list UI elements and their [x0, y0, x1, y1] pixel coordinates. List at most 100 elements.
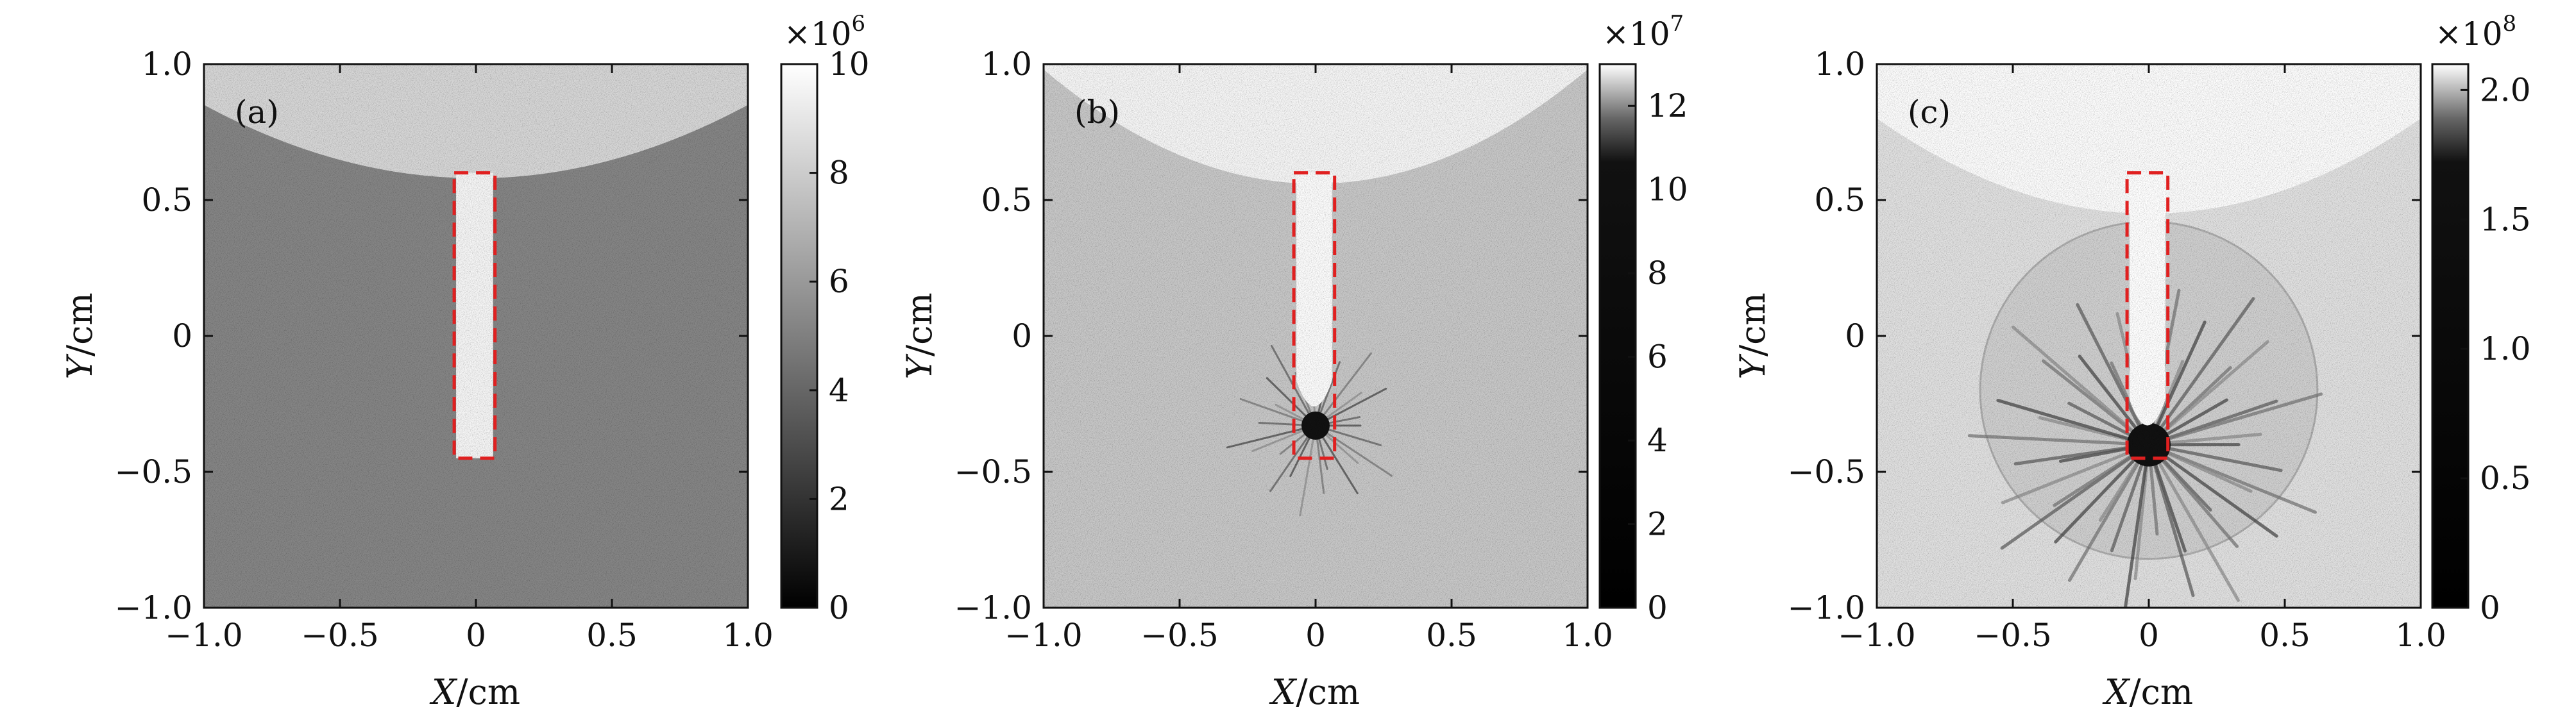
axis-label-unit: /cm [60, 292, 100, 356]
colorbar-frame [780, 63, 818, 609]
colorbar-tick-label: 0 [1647, 589, 1668, 626]
panel-label: (b) [1074, 94, 1120, 131]
colorbar-exponent: 8 [2503, 11, 2517, 37]
y-tick-label: −0.5 [1788, 453, 1865, 490]
panel-1: −1.0 −0.5 0 0.5 1.0−1.0−0.500.51.0X/cmY/cm(a… [60, 11, 870, 712]
x-tick-label: −1.0 [165, 617, 242, 654]
heatmap-image [1877, 64, 2421, 608]
axis-label-variable: Y [60, 354, 100, 380]
colorbar-multiplier: ×108 [2435, 11, 2516, 53]
x-tick-label: 1.0 [2395, 617, 2446, 654]
x-axis-label: X/cm [429, 672, 520, 712]
y-tick-label: 0.5 [1814, 181, 1865, 219]
x-axis-label: X/cm [1269, 672, 1360, 712]
x-tick-label: −1.0 [1838, 617, 1915, 654]
colorbar-tick-label: 1.5 [2480, 201, 2531, 238]
colorbar-tick-label: 10 [829, 46, 870, 83]
noise-overlay [204, 64, 748, 608]
x-tick-label: 0.5 [1426, 617, 1477, 654]
y-axis-label: Y/cm [60, 292, 100, 379]
colorbar-frame [2431, 63, 2470, 609]
colorbar-tick-label: 8 [1647, 255, 1668, 292]
x-tick-label: −0.5 [1140, 617, 1218, 654]
axis-label-unit: /cm [1296, 672, 1360, 712]
y-tick-label: 0.5 [141, 181, 192, 219]
colorbar-tick-label: 4 [1647, 422, 1668, 459]
colorbar-tick-label: 6 [1647, 338, 1668, 376]
y-tick-label: 1.0 [981, 46, 1032, 83]
y-tick-label: 0 [172, 317, 192, 355]
colorbar-tick-label: 2.0 [2480, 71, 2531, 108]
colorbar-tick-label: 0.5 [2480, 460, 2531, 497]
x-tick-label: 0 [466, 617, 486, 654]
colorbar-multiplier-base: ×10 [2435, 15, 2503, 53]
y-tick-label: −0.5 [954, 453, 1032, 490]
panel-2: −1.0 −0.5 0 0.5 1.0−1.0−0.500.51.0X/cmY/cm(b… [899, 11, 1688, 712]
highlight-rectangle [1292, 171, 1337, 460]
y-tick-label: 0 [1845, 317, 1865, 355]
colorbar-frame [1598, 63, 1637, 609]
colorbar-multiplier-base: ×10 [1602, 15, 1670, 53]
colorbar-exponent: 6 [852, 11, 866, 37]
noise-overlay [1877, 64, 2421, 608]
colorbar-tick-label: 8 [829, 155, 849, 192]
axis-label-variable: Y [899, 354, 940, 380]
x-tick-label: −0.5 [1974, 617, 2051, 654]
colorbar: 0 0.5 1.0 1.5 2.0 ×108 [2431, 11, 2531, 626]
axis-label-variable: X [2102, 672, 2131, 712]
axis-label-unit: /cm [1733, 292, 1773, 356]
colorbar-tick-label: 10 [1647, 171, 1688, 208]
x-tick-label: 1.0 [1562, 617, 1613, 654]
y-tick-label: 0.5 [981, 181, 1032, 219]
colorbar-multiplier: ×106 [784, 11, 865, 53]
panel-3: −1.0 −0.5 0 0.5 1.0−1.0−0.500.51.0X/cmY/cm(c… [1733, 11, 2531, 712]
x-axis-label: X/cm [2102, 672, 2193, 712]
axis-label-unit: /cm [2129, 672, 2193, 712]
noise-overlay [1044, 64, 1588, 608]
colorbar-gradient [1600, 64, 1636, 608]
x-tick-label: 0.5 [586, 617, 638, 654]
y-tick-label: 1.0 [1814, 46, 1865, 83]
x-tick-label: 0.5 [2259, 617, 2310, 654]
x-tick-label: 0 [2139, 617, 2159, 654]
x-tick-label: 0 [1305, 617, 1326, 654]
panel-label: (a) [235, 94, 279, 131]
heatmap-image [204, 64, 748, 608]
colorbar-tick-label: 0 [2480, 589, 2500, 626]
colorbar-multiplier: ×107 [1602, 11, 1684, 53]
colorbar-tick-label: 4 [829, 372, 849, 409]
axis-label-unit: /cm [899, 292, 940, 356]
axis-label-variable: X [429, 672, 458, 712]
colorbar-tick-label: 12 [1647, 87, 1688, 124]
x-tick-label: −0.5 [301, 617, 378, 654]
colorbar-tick-label: 2 [829, 480, 849, 517]
colorbar-multiplier-base: ×10 [784, 15, 852, 53]
x-tick-label: 1.0 [722, 617, 774, 654]
axis-label-variable: X [1269, 672, 1298, 712]
axis-label-unit: /cm [456, 672, 520, 712]
colorbar-tick-label: 0 [829, 589, 849, 626]
y-tick-label: −1.0 [115, 589, 192, 626]
y-tick-label: 0 [1012, 317, 1032, 355]
y-tick-label: −0.5 [115, 453, 192, 490]
panel-label: (c) [1908, 94, 1951, 131]
y-axis-label: Y/cm [1733, 292, 1773, 379]
y-tick-label: −1.0 [954, 589, 1032, 626]
y-tick-label: 1.0 [141, 46, 192, 83]
axis-label-variable: Y [1733, 354, 1773, 380]
colorbar-tick-label: 6 [829, 263, 849, 300]
colorbar-tick-label: 2 [1647, 506, 1668, 543]
highlight-rectangle [2125, 171, 2170, 460]
y-tick-label: −1.0 [1788, 589, 1865, 626]
colorbar: 0 2 4 6 8 10 12 ×107 [1598, 11, 1688, 626]
colorbar-exponent: 7 [1670, 11, 1684, 37]
colorbar-tick-label: 1.0 [2480, 330, 2531, 367]
y-axis-label: Y/cm [899, 292, 940, 379]
heatmap-image [1044, 64, 1588, 608]
colorbar-gradient [2432, 64, 2468, 608]
highlight-rectangle [452, 171, 497, 460]
colorbar-gradient [781, 64, 817, 608]
x-tick-label: −1.0 [1004, 617, 1082, 654]
